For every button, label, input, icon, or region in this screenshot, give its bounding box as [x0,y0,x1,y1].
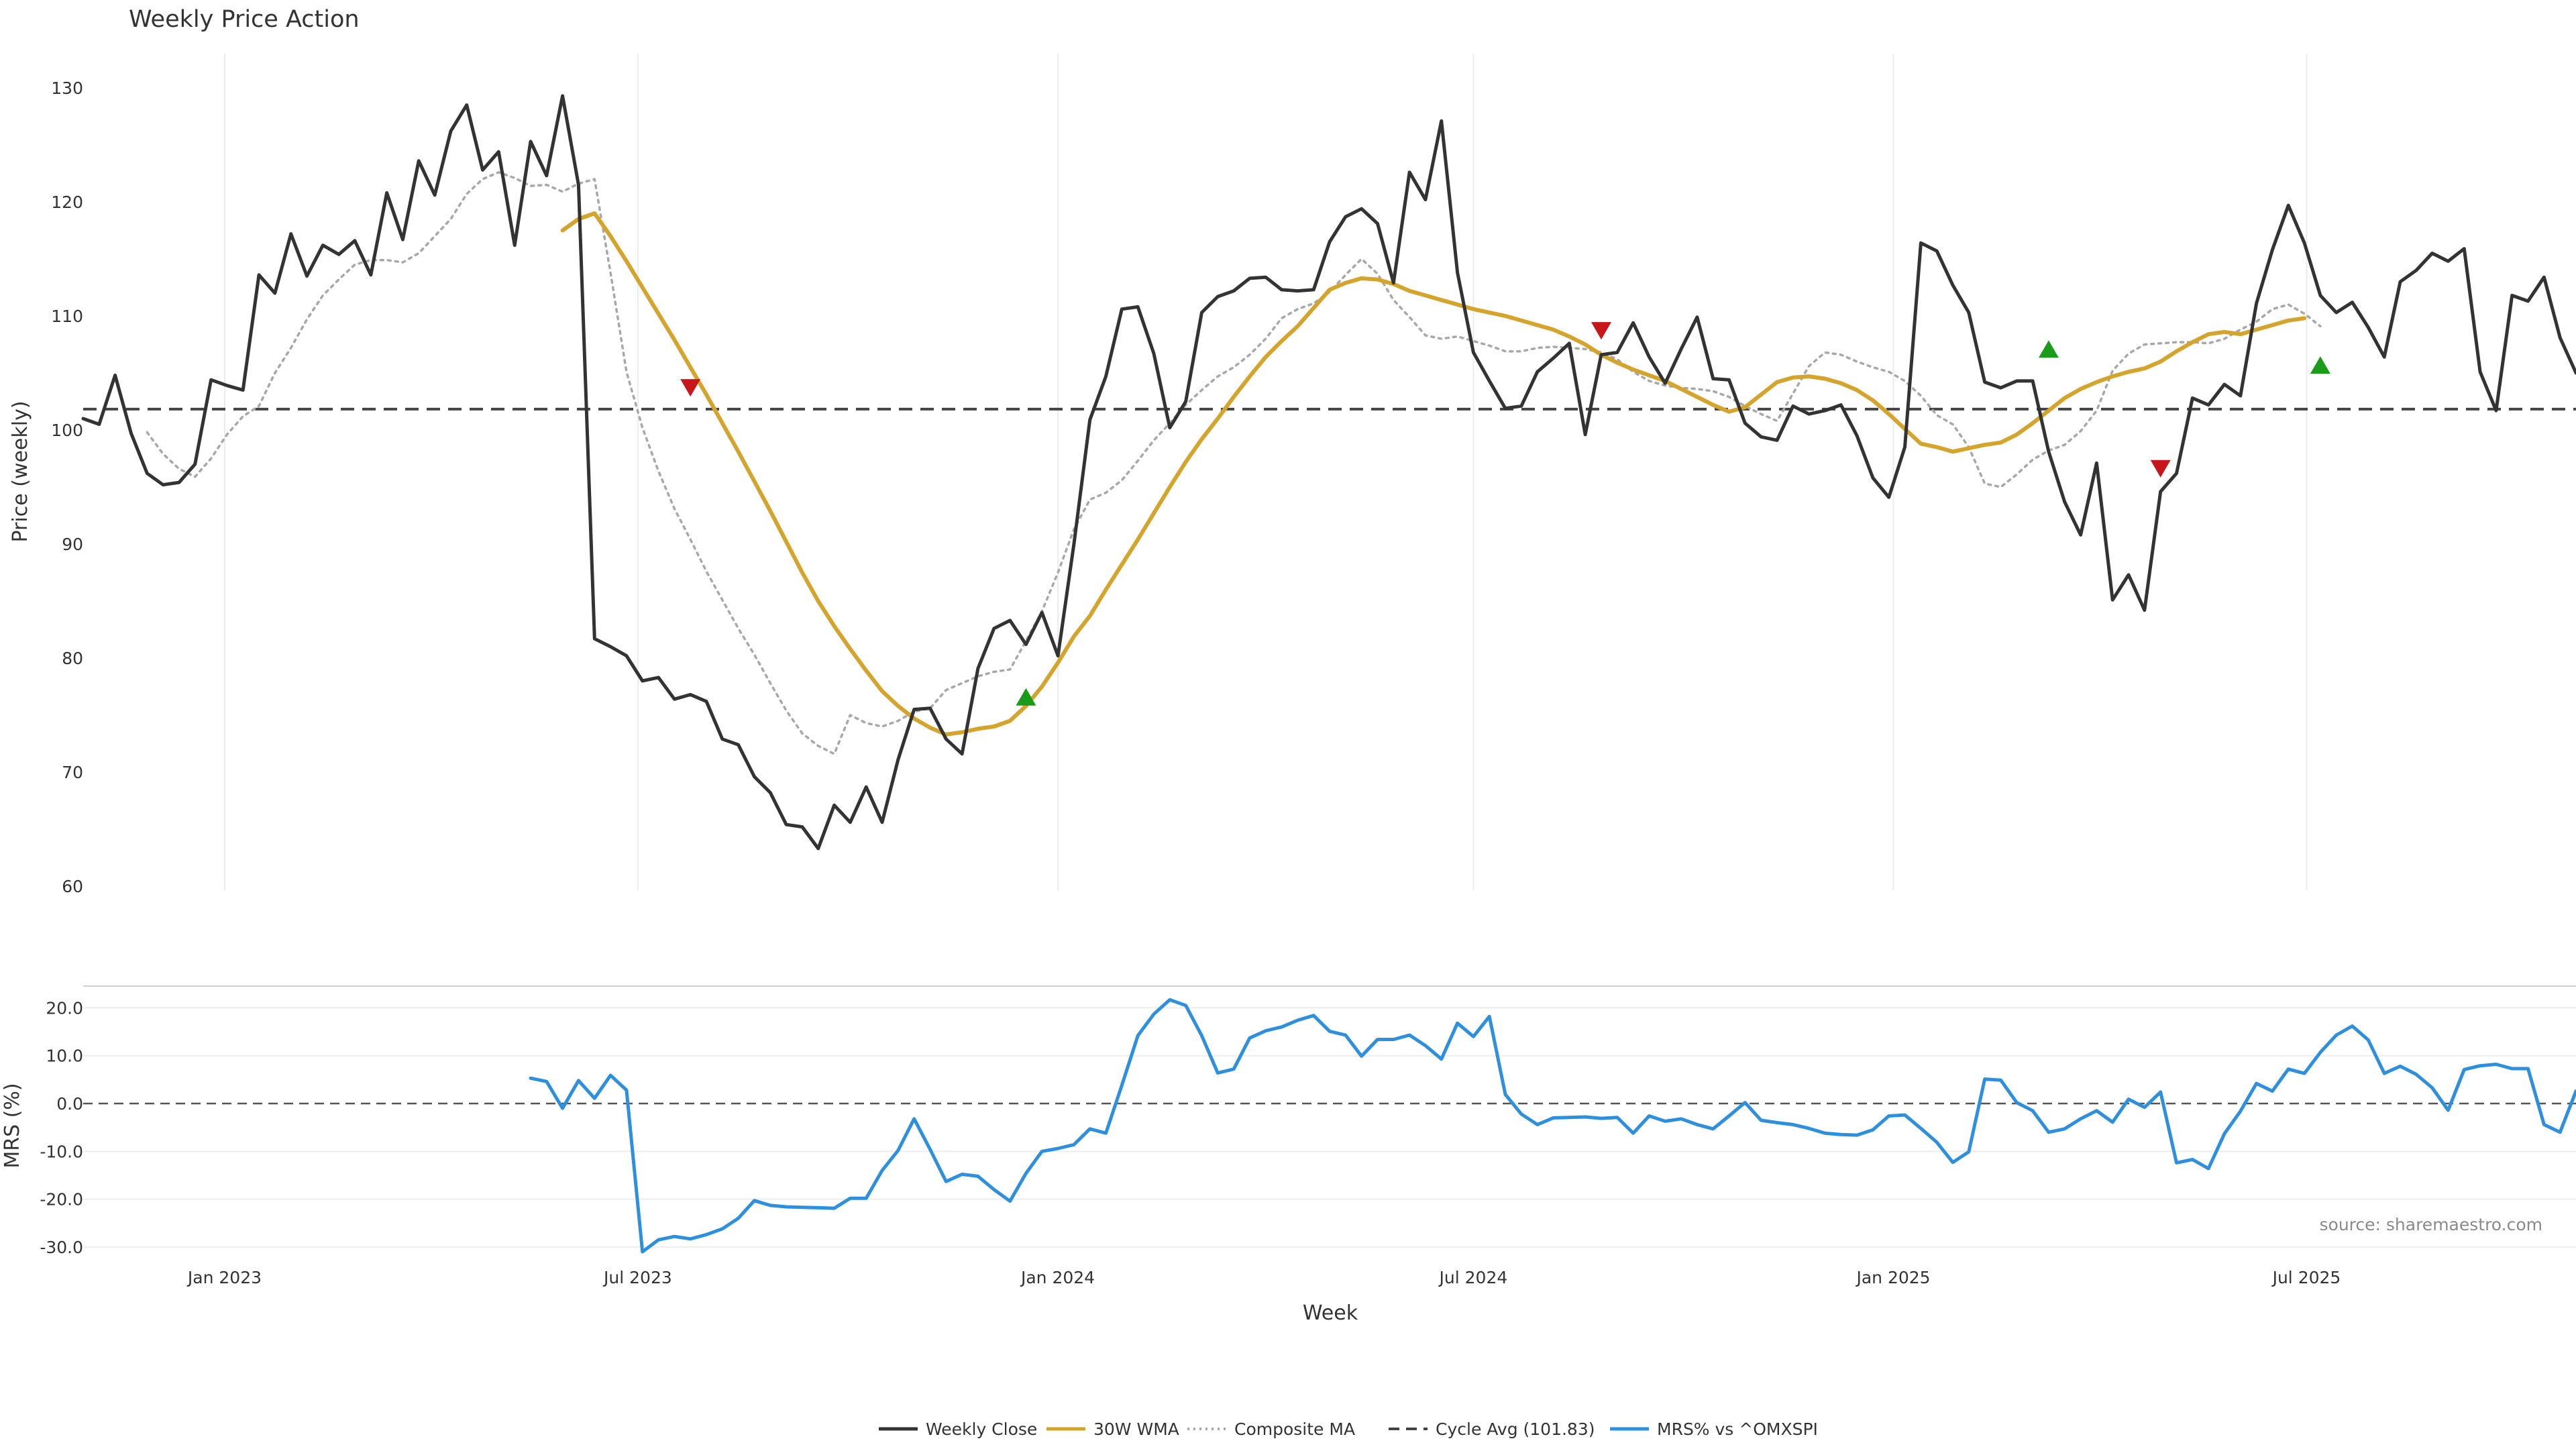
mrs-y-tick-1: -20.0 [40,1190,83,1210]
x-tick-1: Jul 2023 [602,1268,672,1287]
price-y-tick-0: 60 [62,877,83,896]
x-tick-2: Jan 2024 [1020,1268,1095,1287]
legend: Weekly Close 30W WMA Composite MA Cycle Avg… [879,1419,1818,1439]
price-panel-signals [680,322,2330,706]
mrs-y-tick-4: 10.0 [46,1046,83,1066]
legend-item-3: Cycle Avg (101.83) [1389,1419,1595,1439]
legend-label-0: Weekly Close [926,1419,1037,1439]
price-panel-series [81,94,2576,851]
buy-signal-marker-3 [2038,340,2059,358]
price-y-axis: 60 70 80 90 100 110 120 130 [51,78,83,896]
price-y-tick-7: 130 [51,78,83,98]
series-weekly-close [81,94,2576,851]
mrs-y-tick-0: -30.0 [40,1238,83,1257]
buy-signal-marker-5 [2310,356,2330,374]
mrs-y-tick-5: 20.0 [46,998,83,1018]
price-panel-grid [223,54,2308,890]
price-y-tick-2: 80 [62,649,83,668]
mrs-panel-grid [83,1007,2576,1248]
mrs-y-axis-label: MRS (%) [1,1083,24,1168]
series-30w-wma [560,211,2307,737]
price-y-tick-5: 110 [51,307,83,326]
sell-signal-marker-0 [680,379,701,397]
source-note: source: sharemaestro.com [2320,1215,2543,1234]
sell-signal-marker-2 [1591,322,1611,340]
buy-signal-marker-1 [1016,688,1036,706]
series-composite-ma [146,171,2322,755]
mrs-y-tick-3: 0.0 [56,1094,83,1114]
chart-title: Weekly Price Action [129,6,360,33]
legend-label-4: MRS% vs ^OMXSPI [1657,1419,1818,1439]
legend-item-0: Weekly Close [879,1419,1037,1439]
legend-label-3: Cycle Avg (101.83) [1436,1419,1595,1439]
sell-signal-marker-4 [2150,460,2171,478]
mrs-panel-series [83,998,2576,1254]
legend-item-1: 30W WMA [1046,1419,1179,1439]
mrs-y-tick-2: -10.0 [40,1142,83,1161]
x-axis-label: Week [1303,1301,1358,1325]
legend-item-2: Composite MA [1187,1419,1355,1439]
x-tick-4: Jan 2025 [1855,1268,1930,1287]
legend-label-1: 30W WMA [1093,1419,1179,1439]
x-axis: Jan 2023 Jul 2023 Jan 2024 Jul 2024 Jan 2025… [186,1268,2341,1287]
price-y-tick-1: 70 [62,763,83,782]
legend-label-2: Composite MA [1234,1419,1355,1439]
price-y-tick-6: 120 [51,193,83,212]
x-tick-5: Jul 2025 [2271,1268,2341,1287]
legend-item-4: MRS% vs ^OMXSPI [1610,1419,1818,1439]
price-y-tick-3: 90 [62,535,83,554]
mrs-y-axis: -30.0 -20.0 -10.0 0.0 10.0 20.0 [40,998,83,1257]
x-tick-0: Jan 2023 [186,1268,262,1287]
series-mrs-vs-omxspi [529,998,2576,1254]
price-y-axis-label: Price (weekly) [9,400,32,542]
x-tick-3: Jul 2024 [1438,1268,1508,1287]
price-y-tick-4: 100 [51,421,83,440]
